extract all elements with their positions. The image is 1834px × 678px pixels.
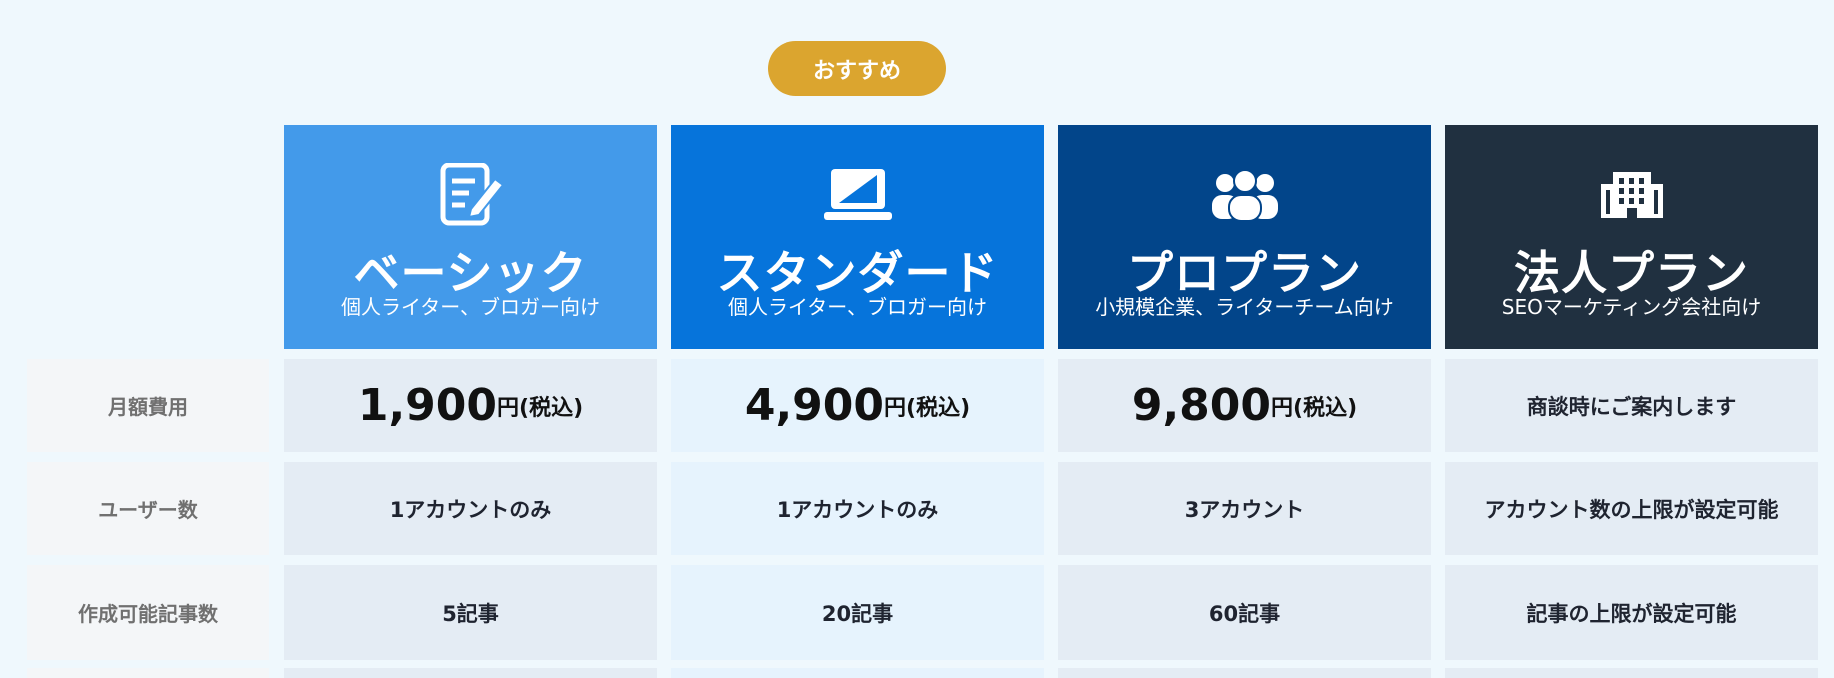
next-row-cell bbox=[284, 668, 657, 678]
articles-standard: 20記事 bbox=[671, 565, 1044, 660]
row-label-monthly-fee: 月額費用 bbox=[27, 359, 269, 452]
price-value: 9,800 bbox=[1131, 380, 1272, 431]
plan-name: ベーシック bbox=[353, 246, 588, 300]
plan-header-pro[interactable]: プロプラン 小規模企業、ライターチーム向け bbox=[1058, 125, 1431, 349]
price-unit: 円(税込) bbox=[884, 395, 971, 421]
users-pro: 3アカウント bbox=[1058, 462, 1431, 555]
plan-name: プロプラン bbox=[1127, 246, 1362, 300]
plan-target: 個人ライター、ブロガー向け bbox=[728, 295, 987, 319]
price-corporate: 商談時にご案内します bbox=[1445, 359, 1818, 452]
next-row-cell bbox=[1058, 668, 1431, 678]
users-group-icon bbox=[1058, 161, 1431, 229]
next-row-cell bbox=[671, 668, 1044, 678]
row-label-next bbox=[27, 668, 269, 678]
row-label-articles: 作成可能記事数 bbox=[27, 565, 269, 660]
plan-name: 法人プラン bbox=[1514, 246, 1749, 300]
building-icon bbox=[1445, 161, 1818, 229]
users-corporate: アカウント数の上限が設定可能 bbox=[1445, 462, 1818, 555]
articles-pro: 60記事 bbox=[1058, 565, 1431, 660]
plan-target: 小規模企業、ライターチーム向け bbox=[1095, 295, 1394, 319]
price-pro: 9,800 円(税込) bbox=[1058, 359, 1431, 452]
laptop-icon bbox=[671, 161, 1044, 229]
plan-header-standard[interactable]: スタンダード 個人ライター、ブロガー向け bbox=[671, 125, 1044, 349]
recommended-badge: おすすめ bbox=[768, 41, 946, 96]
articles-corporate: 記事の上限が設定可能 bbox=[1445, 565, 1818, 660]
row-label-users: ユーザー数 bbox=[27, 462, 269, 555]
price-unit: 円(税込) bbox=[1271, 395, 1358, 421]
price-value: 4,900 bbox=[744, 380, 885, 431]
price-standard: 4,900 円(税込) bbox=[671, 359, 1044, 452]
price-value: 1,900 bbox=[357, 380, 498, 431]
plan-header-basic[interactable]: ベーシック 個人ライター、ブロガー向け bbox=[284, 125, 657, 349]
price-unit: 円(税込) bbox=[497, 395, 584, 421]
articles-basic: 5記事 bbox=[284, 565, 657, 660]
plan-header-corporate[interactable]: 法人プラン SEOマーケティング会社向け bbox=[1445, 125, 1818, 349]
users-basic: 1アカウントのみ bbox=[284, 462, 657, 555]
price-basic: 1,900 円(税込) bbox=[284, 359, 657, 452]
plan-target: SEOマーケティング会社向け bbox=[1501, 295, 1762, 319]
plan-name: スタンダード bbox=[716, 246, 999, 300]
next-row-cell bbox=[1445, 668, 1818, 678]
document-edit-icon bbox=[284, 161, 657, 229]
users-standard: 1アカウントのみ bbox=[671, 462, 1044, 555]
plan-target: 個人ライター、ブロガー向け bbox=[341, 295, 600, 319]
